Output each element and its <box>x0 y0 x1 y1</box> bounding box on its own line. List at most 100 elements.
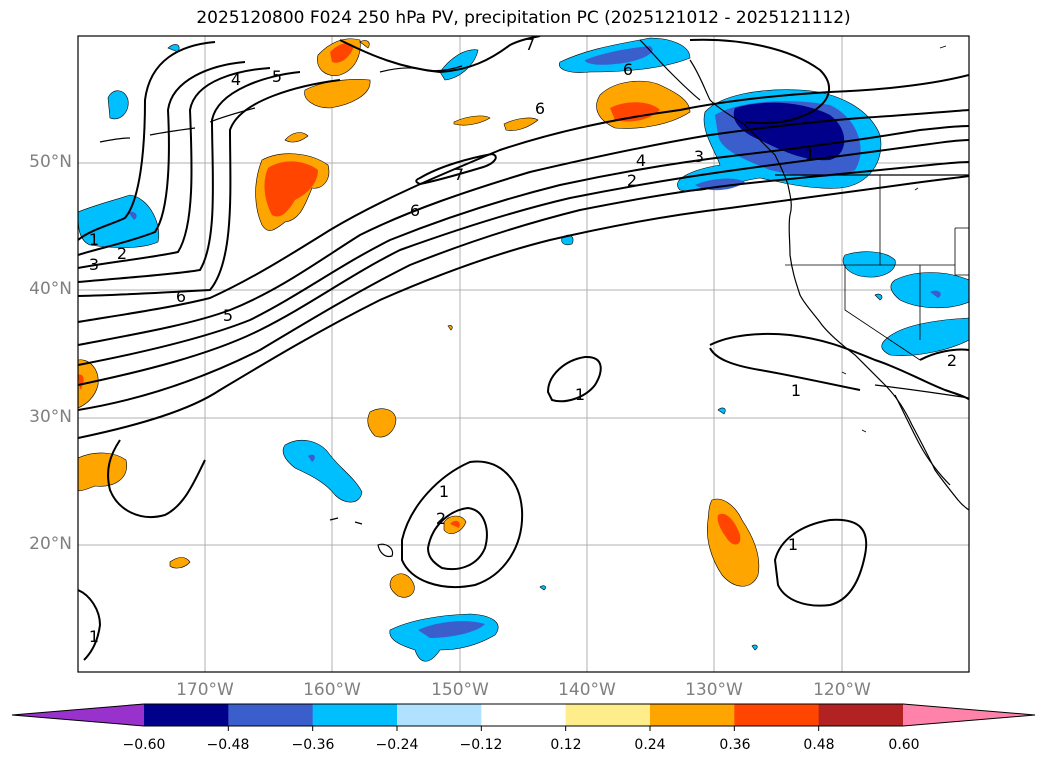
map-frame <box>77 35 970 673</box>
lat-label-40n: 40°N <box>29 279 72 299</box>
contour-east-2 <box>709 332 969 401</box>
pv-contours <box>78 36 969 661</box>
colorbar-tick-label: 0.24 <box>634 737 666 753</box>
contour-north-2 <box>689 38 830 125</box>
contour-west-lobe-3 <box>78 67 271 269</box>
contour-southwest <box>78 589 102 661</box>
border-states <box>785 175 969 361</box>
lon-label-140w: 140°W <box>558 680 616 700</box>
precip-negative-tiny-2 <box>539 585 546 591</box>
precip-negative-tiny-3 <box>751 644 758 651</box>
colorbar-segment <box>228 704 314 726</box>
precip-positive-midocean-1 <box>367 408 397 438</box>
precip-positive-east-core <box>717 513 741 545</box>
contour-2 <box>78 161 969 411</box>
precip-positive-west-edge-2 <box>78 452 127 492</box>
coastline-alaska <box>639 39 701 101</box>
contour-north-1 <box>339 36 541 74</box>
precip-negative-alaska-core <box>585 46 653 65</box>
contour-label: 6 <box>623 60 633 79</box>
contour-west-lobe-4 <box>78 71 301 283</box>
precip-negative-small-nv <box>874 293 883 301</box>
contour-label: 6 <box>535 99 545 118</box>
border-us-mexico <box>874 384 969 399</box>
precip-negative-utah <box>890 272 969 309</box>
precip-negative-west-2-core <box>128 211 137 220</box>
contour-west-lobe-1 <box>78 41 216 241</box>
precip-negative-aleutian <box>439 49 479 81</box>
coastline-islands <box>841 45 947 433</box>
contour-west-lobe-2 <box>78 61 246 256</box>
contour-4 <box>78 125 969 366</box>
colorbar-segment <box>144 704 229 726</box>
contour-6 <box>78 74 969 323</box>
contour-label: 1 <box>805 145 815 164</box>
coastline-west-coast <box>689 59 969 511</box>
precip-positive-north-4 <box>503 117 539 131</box>
colorbar-segment <box>818 704 904 726</box>
colorbar-segment <box>734 704 820 726</box>
contour-1 <box>78 175 969 439</box>
contour-east-2b <box>919 348 969 361</box>
contour-label: 6 <box>410 201 420 220</box>
precip-negative-arizona <box>881 317 969 356</box>
contour-hawaii-1 <box>401 460 524 589</box>
contour-label: 1 <box>788 535 798 554</box>
colorbar-tick-label: 0.48 <box>803 737 835 753</box>
lat-label-50n: 50°N <box>29 152 72 172</box>
precip-positive-north-6 <box>359 40 370 49</box>
precip-positive-west-large-core <box>264 161 318 217</box>
contour-label: 5 <box>272 67 282 86</box>
contour-label: 4 <box>231 70 241 89</box>
contour-east-3 <box>709 347 861 391</box>
contour-label: 6 <box>176 287 186 306</box>
lat-label-20n: 20°N <box>29 534 72 554</box>
coastline-hawaii <box>329 517 394 558</box>
precip-positive-west-edge-1-core <box>78 374 84 390</box>
lon-label-150w: 150°W <box>431 680 489 700</box>
contour-east-1 <box>773 518 868 607</box>
contour-label: 2 <box>947 351 957 370</box>
map-title: 2025120800 F024 250 hPa PV, precipitatio… <box>196 8 851 28</box>
contour-hawaii-2 <box>426 506 488 570</box>
precip-positive-south-2 <box>169 557 191 569</box>
contour-label: 1 <box>575 385 585 404</box>
precip-positive-hawaii-spot-core <box>450 520 460 528</box>
colorbar-tick-label: 0.12 <box>550 737 582 753</box>
precip-negative-tiny-1 <box>717 407 726 415</box>
precip-positive-alaska-gulf-core <box>610 102 660 122</box>
contour-label: 3 <box>89 255 99 274</box>
colorbar-tick-label: 0.36 <box>719 737 751 753</box>
contour-label: 2 <box>117 244 127 263</box>
contour-label: 5 <box>223 306 233 325</box>
colorbar-segment <box>397 704 482 726</box>
colorbar-extend-min <box>12 704 144 726</box>
contour-west-lobe-5 <box>78 79 341 297</box>
precip-positive-tiny <box>447 325 453 331</box>
colorbar-tick-label: −0.24 <box>375 737 419 753</box>
precip-negative-hawaii-1 <box>282 439 363 503</box>
contour-labels: 4 5 6 7 6 4 3 2 1 1 2 3 6 5 6 7 1 1 2 1 … <box>89 35 957 646</box>
colorbar-segment <box>650 704 735 726</box>
precip-positive-west-edge-1 <box>78 359 99 409</box>
colorbar-tick-label: 0.60 <box>888 737 920 753</box>
precip-negative-utah-core <box>930 290 941 298</box>
contour-label: 7 <box>454 165 464 184</box>
lat-label-30n: 30°N <box>29 407 72 427</box>
contour-5 <box>78 109 969 346</box>
colorbar-segment <box>312 704 398 726</box>
coastlines <box>99 39 969 558</box>
contour-label: 1 <box>439 482 449 501</box>
precip-negative-south-core <box>418 621 485 638</box>
contour-west-inner <box>107 439 206 518</box>
contour-label: 1 <box>791 381 801 400</box>
precip-positive-north-3 <box>453 115 491 126</box>
colorbar-tick-label: −0.60 <box>122 737 166 753</box>
coastline-baja <box>894 394 951 486</box>
colorbar-segment <box>481 704 567 726</box>
contour-7-loop <box>415 152 497 186</box>
contour-label: 1 <box>89 230 99 249</box>
contour-label: 2 <box>436 509 446 528</box>
lon-label-120w: 120°W <box>813 680 871 700</box>
precip-positive-north-1-core <box>330 43 354 63</box>
